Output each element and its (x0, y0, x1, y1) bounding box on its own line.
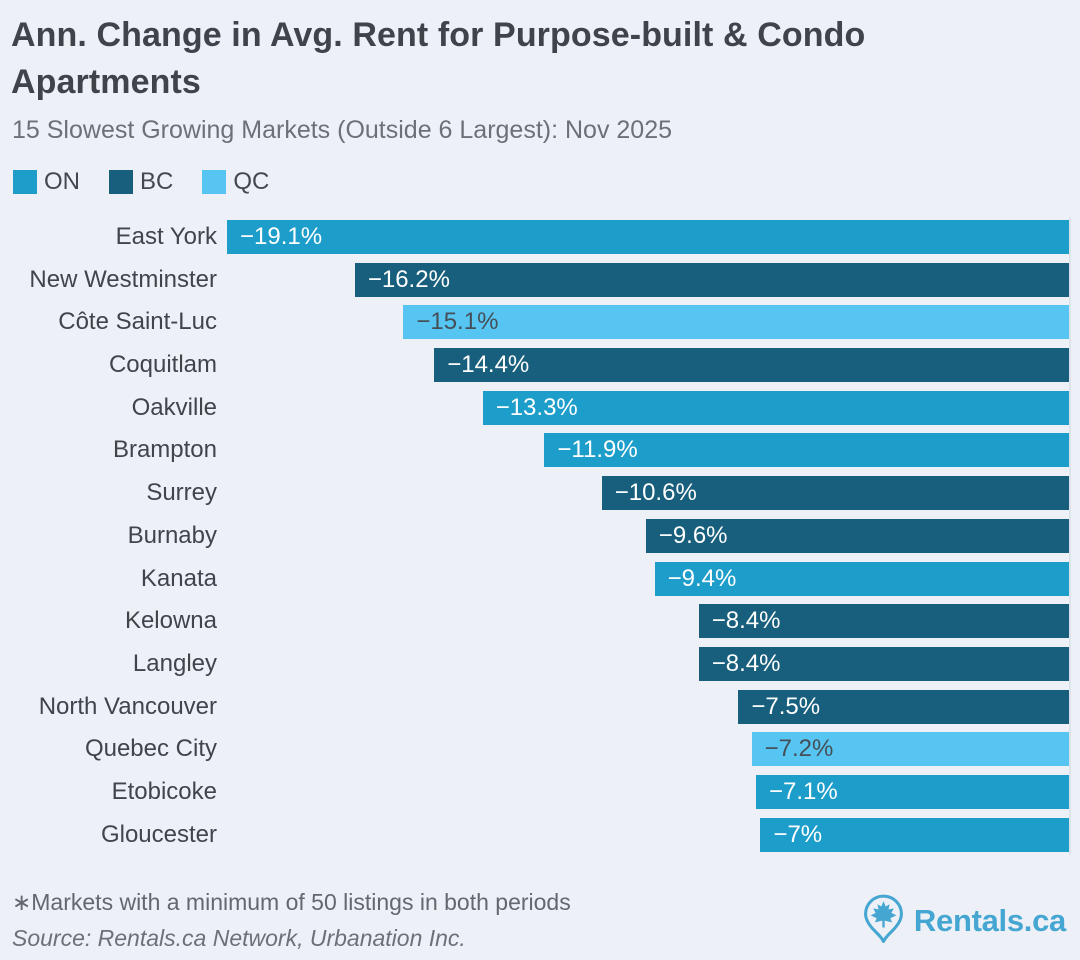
legend-item-on: ON (13, 168, 80, 196)
bar-bc: −16.2% (354, 262, 1069, 297)
bar-value-label: −8.4% (711, 649, 781, 677)
bar-value-label: −7.1% (769, 777, 838, 805)
bar-track: −16.2% (227, 262, 1069, 297)
bar-track: −14.4% (227, 348, 1069, 383)
source-credit: Source: Rentals.ca Network, Urbanation I… (12, 924, 466, 951)
bar-value-label: −9.4% (667, 564, 737, 592)
footnote: ∗Markets with a minimum of 50 listings i… (12, 888, 571, 915)
map-pin-maple-leaf-icon (862, 893, 905, 950)
bar-bc: −7.5% (738, 689, 1069, 724)
category-label: Coquitlam (108, 351, 217, 379)
bar-value-label: −7.5% (751, 692, 821, 720)
footer-text: ∗Markets with a minimum of 50 listings i… (12, 889, 571, 952)
bar-row: East York −19.1% (0, 220, 1080, 254)
category-label: Langley (132, 649, 217, 677)
category-label: Quebec City (84, 735, 217, 763)
bar-row: Gloucester −7% (0, 817, 1080, 852)
category-label: North Vancouver (38, 692, 217, 720)
bar-track: −10.6% (227, 476, 1069, 511)
bar-bc: −14.4% (434, 348, 1069, 383)
bar-row: Etobicoke −7.1% (0, 774, 1080, 809)
category-label: Kelowna (124, 607, 217, 635)
bar-on: −7.1% (756, 774, 1069, 809)
legend-item-bc: BC (109, 168, 173, 196)
category-label: Oakville (131, 393, 217, 421)
bar-track: −7% (227, 817, 1069, 852)
bar-value-label: −11.9% (557, 436, 638, 464)
bar-value-label: −9.6% (658, 521, 728, 549)
category-label: Gloucester (100, 820, 217, 848)
bar-row: Quebec City −7.2% (0, 732, 1080, 767)
bar-track: −9.4% (227, 561, 1069, 596)
category-label: Kanata (140, 564, 217, 592)
legend-item-qc: QC (202, 168, 269, 196)
bar-row: Côte Saint-Luc −15.1% (0, 305, 1080, 340)
category-label: East York (115, 223, 217, 250)
bar-bc: −9.6% (645, 518, 1069, 553)
brand-name: Rentals.ca (913, 903, 1066, 939)
bar-on: −11.9% (544, 433, 1069, 468)
legend-label: ON (44, 167, 80, 195)
bar-row: Brampton −11.9% (0, 433, 1080, 468)
bar-on: −19.1% (227, 220, 1069, 254)
footer: ∗Markets with a minimum of 50 listings i… (0, 889, 1080, 952)
bar-value-label: −8.4% (711, 607, 781, 635)
bar-value-label: −19.1% (240, 223, 323, 250)
category-label: Brampton (112, 436, 217, 464)
legend-label: QC (233, 167, 270, 195)
bar-qc: −7.2% (751, 732, 1069, 767)
bar-row: Kanata −9.4% (0, 561, 1080, 596)
bar-track: −9.6% (227, 518, 1069, 553)
bar-value-label: −15.1% (416, 308, 499, 336)
bar-chart: East York −19.1% New Westminster −16.2% Côte… (0, 217, 1080, 855)
bar-bc: −8.4% (698, 646, 1069, 681)
chart-subtitle: 15 Slowest Growing Markets (Outside 6 La… (12, 116, 673, 144)
bar-row: Langley −8.4% (0, 646, 1080, 681)
bar-track: −8.4% (227, 604, 1069, 639)
bar-track: −7.2% (227, 732, 1069, 767)
bar-on: −9.4% (654, 561, 1069, 596)
bar-row: Burnaby −9.6% (0, 518, 1080, 553)
bar-qc: −15.1% (403, 305, 1069, 340)
chart-title: Ann. Change in Avg. Rent for Purpose-bui… (11, 16, 866, 101)
rentals-ca-logo: Rentals.ca (862, 893, 1066, 952)
bar-row: Coquitlam −14.4% (0, 348, 1080, 383)
bar-track: −15.1% (227, 305, 1069, 340)
bar-track: −7.1% (227, 774, 1069, 809)
bar-track: −19.1% (227, 220, 1069, 254)
legend-swatch-on (13, 169, 37, 194)
category-label: Côte Saint-Luc (58, 308, 217, 336)
bar-row: Kelowna −8.4% (0, 604, 1080, 639)
bar-track: −11.9% (227, 433, 1069, 468)
bar-on: −13.3% (482, 390, 1069, 425)
bar-track: −8.4% (227, 646, 1069, 681)
bar-value-label: −10.6% (614, 479, 697, 507)
bar-row: New Westminster −16.2% (0, 262, 1080, 297)
legend: ON BC QC (0, 168, 1080, 196)
category-label: Surrey (146, 479, 217, 507)
bar-row: Oakville −13.3% (0, 390, 1080, 425)
bar-value-label: −16.2% (367, 265, 450, 293)
bar-value-label: −7% (773, 820, 823, 848)
bar-value-label: −14.4% (447, 351, 530, 379)
bar-bc: −10.6% (601, 476, 1069, 511)
bar-bc: −8.4% (698, 604, 1069, 639)
bar-value-label: −13.3% (495, 393, 578, 421)
legend-swatch-bc (109, 169, 133, 194)
bar-value-label: −7.2% (764, 735, 834, 763)
legend-label: BC (140, 167, 174, 195)
category-label: Burnaby (127, 521, 217, 549)
bar-row: North Vancouver −7.5% (0, 689, 1080, 724)
legend-swatch-qc (202, 169, 227, 194)
category-label: New Westminster (29, 265, 217, 293)
bar-row: Surrey −10.6% (0, 476, 1080, 511)
bar-on: −7% (760, 817, 1069, 852)
bar-track: −7.5% (227, 689, 1069, 724)
category-label: Etobicoke (111, 777, 217, 805)
bar-track: −13.3% (227, 390, 1069, 425)
